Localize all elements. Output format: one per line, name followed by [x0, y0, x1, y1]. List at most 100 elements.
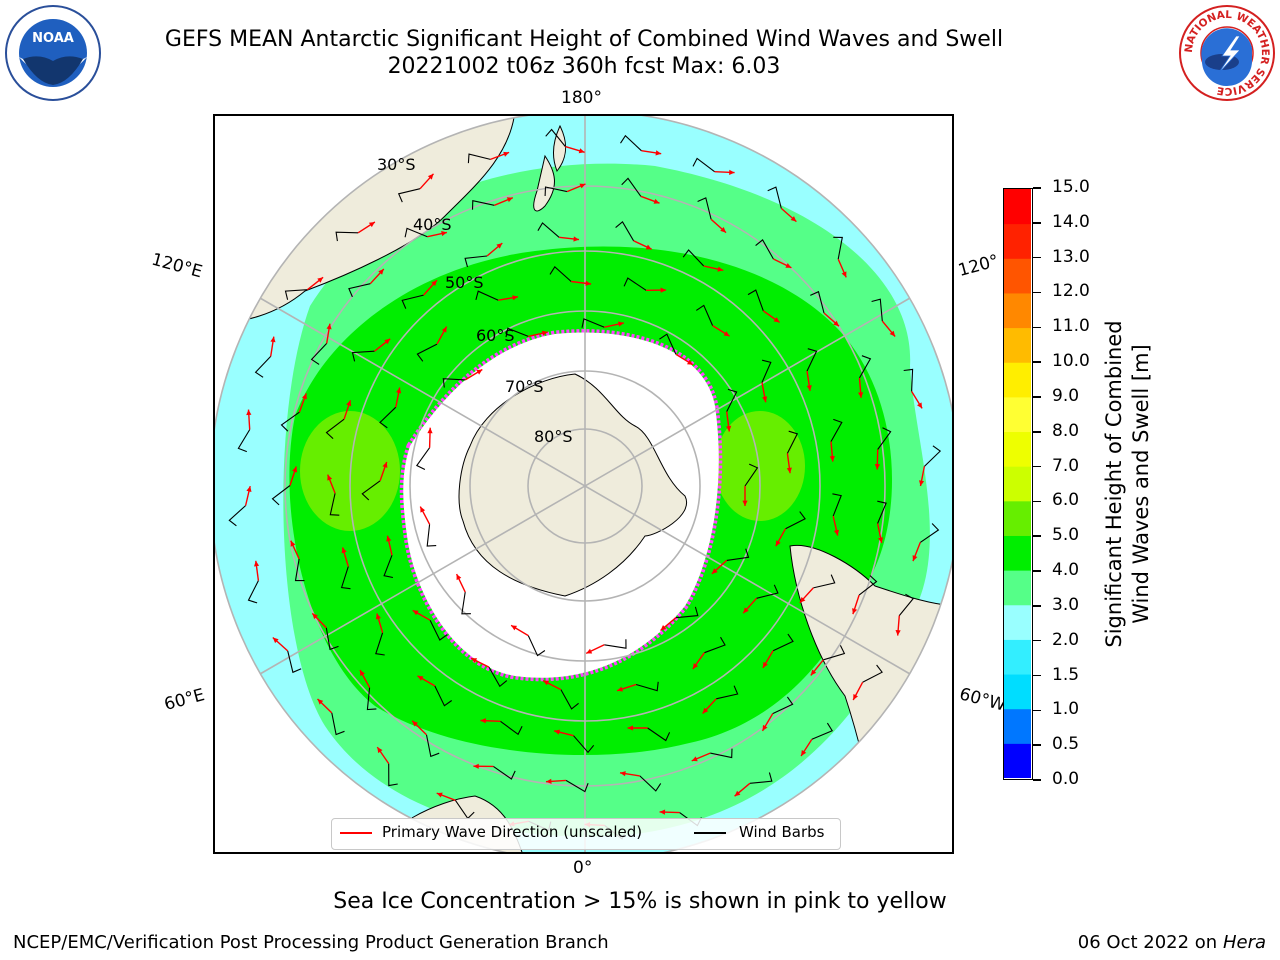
- wind-barb: [772, 633, 794, 652]
- wave-arrow-head: [471, 658, 478, 663]
- colorbar-bin: [1004, 431, 1031, 467]
- wave-arrow-head: [246, 409, 252, 416]
- wind-barb: [383, 555, 394, 579]
- wave-arrow-head: [427, 427, 433, 434]
- wave-arrow-head: [645, 244, 652, 250]
- wind-barb: [467, 153, 491, 164]
- wind-barb: [924, 445, 942, 467]
- colorbar-tick: [1033, 535, 1041, 537]
- wave-arrow-head: [292, 466, 298, 473]
- wave-arrow-head: [617, 686, 623, 692]
- colorbar-tick-label: 2.0: [1052, 629, 1080, 650]
- wave-arrow-head: [734, 790, 741, 797]
- wave-arrow-head: [660, 287, 667, 293]
- wave-arrow-head: [541, 330, 548, 336]
- wind-barb: [833, 236, 843, 260]
- colorbar-label: Significant Height of Combined Wind Wave…: [1102, 320, 1153, 648]
- colorbar-tick: [1033, 222, 1041, 224]
- wind-barb: [604, 639, 627, 649]
- wave-arrow-head: [833, 320, 839, 327]
- wave-arrow-head: [456, 574, 462, 581]
- colorbar-tick-label: 1.0: [1052, 699, 1080, 720]
- wave-arrow-head: [346, 400, 352, 407]
- wind-barb: [397, 188, 421, 203]
- wind-barb: [475, 290, 499, 301]
- colorbar-bin: [1004, 258, 1031, 294]
- wave-arrow-head: [786, 467, 792, 474]
- colorbar-tick: [1033, 291, 1041, 294]
- wind-barb: [366, 687, 377, 711]
- wave-arrow-head: [441, 231, 447, 237]
- wind-barb: [813, 574, 836, 589]
- colorbar-tick-label: 5.0: [1052, 525, 1080, 546]
- wave-arrow-head: [578, 148, 585, 154]
- wind-barb: [544, 186, 568, 197]
- wave-arrow-head: [726, 425, 732, 432]
- colorbar-tick-label: 7.0: [1052, 455, 1080, 476]
- wind-barb: [429, 619, 448, 641]
- noaa-logo: NOAA: [5, 5, 101, 101]
- wave-arrow-head: [895, 630, 901, 636]
- wind-barb: [749, 772, 773, 784]
- wave-arrow-head: [384, 338, 391, 345]
- colorbar-bin: [1004, 743, 1031, 779]
- wave-arrow-head: [743, 607, 749, 614]
- wind-barb: [348, 283, 371, 298]
- wind-barb: [623, 277, 647, 291]
- wave-arrow-head: [431, 280, 437, 286]
- wind-barb: [903, 368, 914, 392]
- wave-arrow-head: [790, 216, 797, 222]
- colorbar-tick: [1033, 326, 1041, 329]
- lat-label-70s: 70°S: [505, 377, 544, 396]
- lon-label-60w: 60°W: [957, 684, 1008, 716]
- footer-host: Hera: [1222, 932, 1266, 953]
- wave-arrow-head: [473, 763, 479, 769]
- wind-barb: [425, 734, 440, 758]
- wind-barb: [280, 411, 300, 432]
- wave-arrow-head: [618, 321, 624, 327]
- wave-arrow-head: [512, 295, 518, 301]
- wind-barb: [401, 294, 424, 309]
- wind-legend-label: Wind Barbs: [739, 823, 825, 841]
- wind-barb: [859, 355, 872, 379]
- colorbar-bin: [1004, 570, 1031, 606]
- wind-barb: [772, 696, 794, 715]
- colorbar-tick: [1033, 639, 1041, 642]
- wave-arrow-head: [327, 474, 333, 481]
- wind-barb: [692, 157, 715, 173]
- wave-arrow-head: [246, 486, 252, 492]
- wave-arrow-head: [412, 610, 419, 616]
- wave-arrow-head: [775, 540, 781, 547]
- wave-arrow-head: [723, 331, 730, 337]
- wave-arrow-head: [711, 568, 718, 574]
- wind-barb: [545, 128, 566, 147]
- wind-barb: [830, 418, 843, 442]
- colorbar-tick-label: 6.0: [1052, 490, 1080, 511]
- wave-arrow-head: [841, 271, 847, 278]
- wave-arrow-head: [702, 707, 709, 714]
- wind-barb: [695, 304, 714, 326]
- wave-arrow-head: [254, 560, 260, 567]
- wind-legend-line: [694, 832, 726, 834]
- colorbar-tick-label: 0.0: [1052, 769, 1080, 789]
- wind-barb: [659, 333, 677, 355]
- colorbar-tick: [1033, 361, 1041, 363]
- wave-arrow-head: [627, 725, 633, 731]
- wind-barb: [294, 558, 305, 582]
- wave-arrow-head: [585, 280, 592, 286]
- wave-arrow-head: [620, 771, 626, 777]
- wind-barb: [565, 779, 589, 793]
- wind-barb: [325, 627, 339, 651]
- wave-arrow-head: [762, 661, 768, 668]
- wave-arrow-head: [480, 718, 486, 724]
- wave-arrow-head: [436, 792, 443, 798]
- wave-arrow-head: [852, 608, 858, 615]
- wind-barb: [573, 735, 595, 754]
- colorbar-tick-label: 14.0: [1052, 211, 1090, 232]
- map-legend: Primary Wave Direction (unscaled) Wind B…: [331, 818, 841, 850]
- colorbar-bin: [1004, 674, 1031, 710]
- wave-arrow-head: [833, 529, 839, 536]
- wind-barb: [464, 255, 488, 268]
- wind-barb: [862, 664, 883, 683]
- wind-barb: [858, 575, 878, 596]
